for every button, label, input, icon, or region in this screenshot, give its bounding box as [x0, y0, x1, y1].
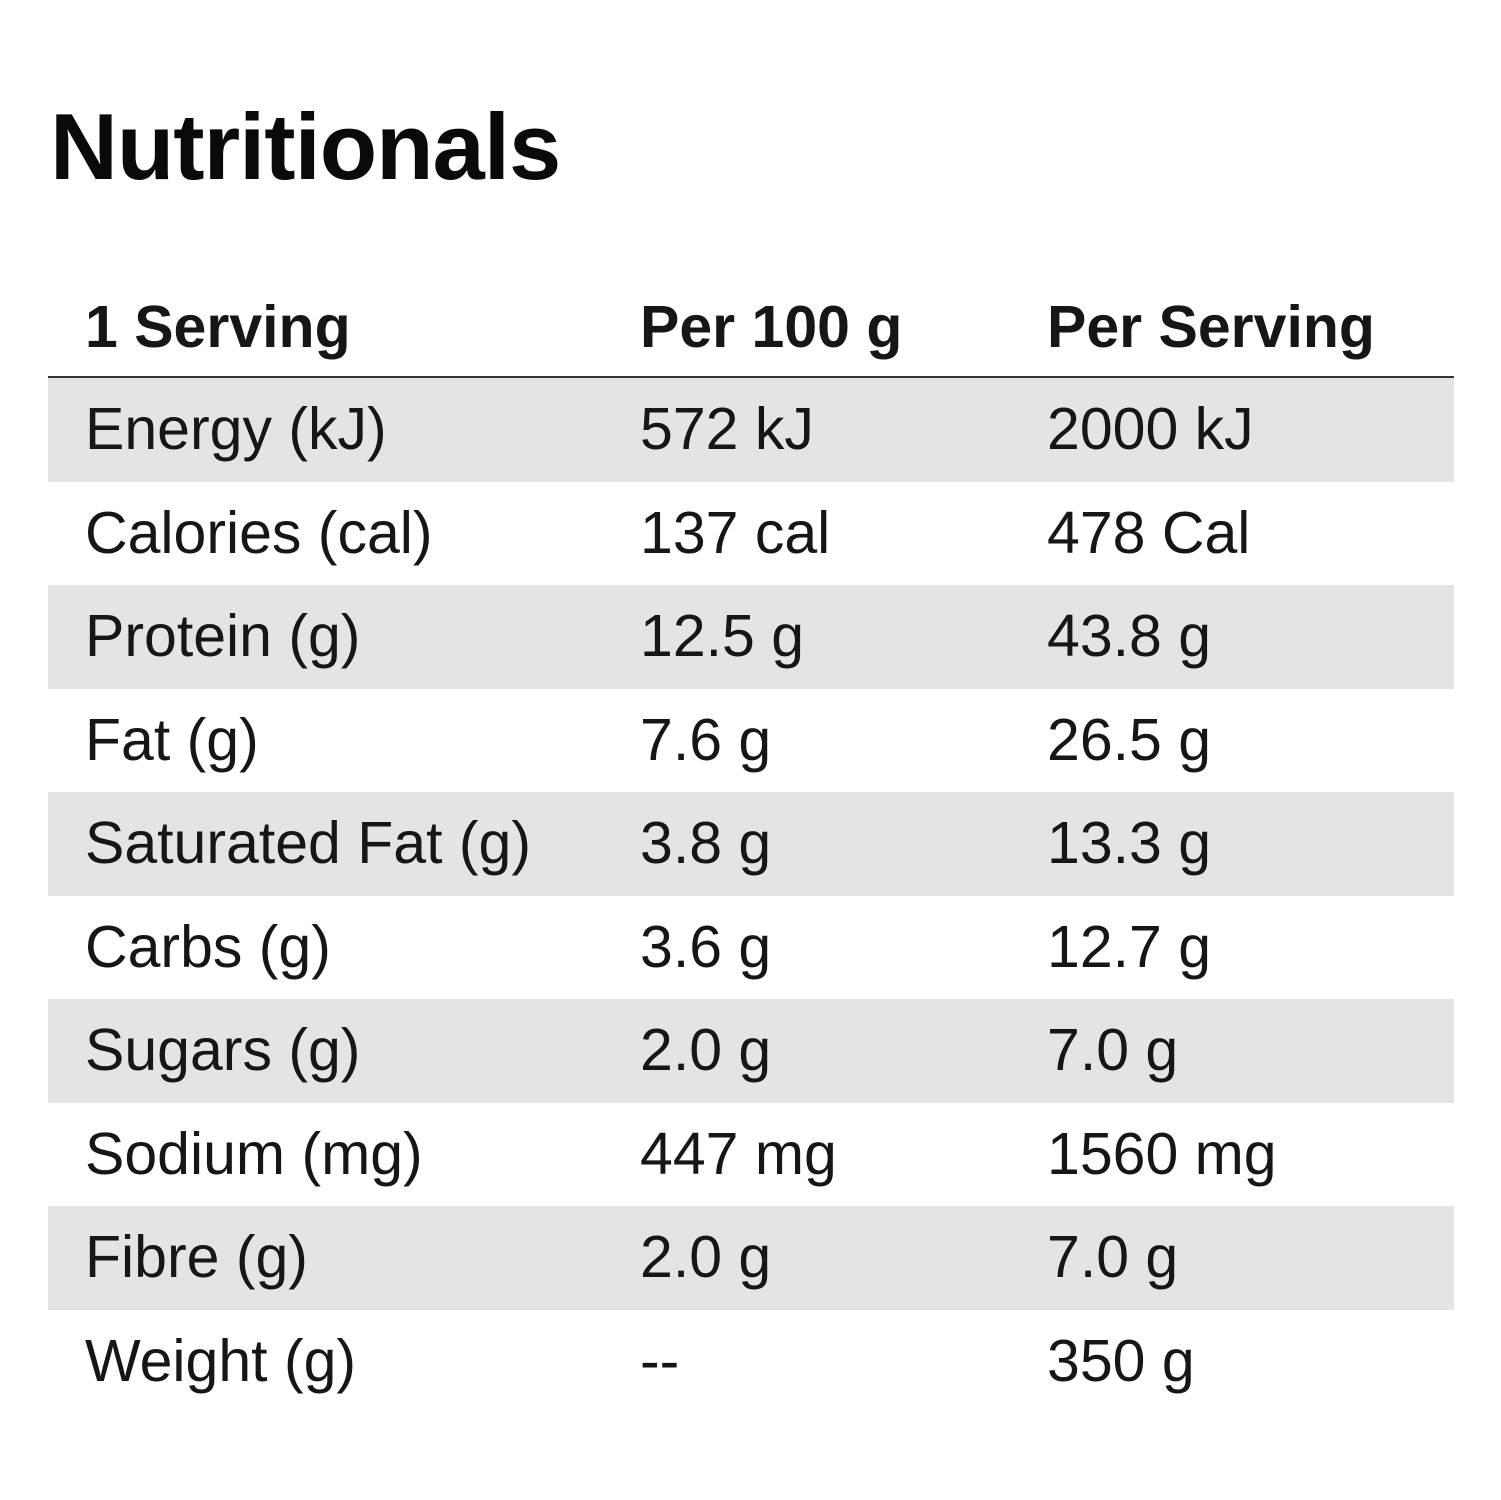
- per-serving-value: 43.8 g: [1047, 603, 1212, 670]
- per-serving-value: 478 Cal: [1047, 499, 1251, 566]
- nutrient-label: Sugars (g): [85, 1017, 361, 1084]
- table-header-row: 1 Serving Per 100 g Per Serving: [48, 278, 1454, 378]
- per-100g-value: 447 mg: [640, 1120, 837, 1187]
- table-row: Calories (cal) 137 cal 478 Cal: [48, 482, 1454, 586]
- per-serving-value: 1560 mg: [1047, 1120, 1277, 1187]
- table-row: Energy (kJ) 572 kJ 2000 kJ: [48, 378, 1454, 482]
- per-serving-value: 350 g: [1047, 1327, 1195, 1394]
- nutrient-label: Calories (cal): [85, 499, 433, 566]
- per-100g-value: 137 cal: [640, 499, 831, 566]
- nutrient-label: Protein (g): [85, 603, 361, 670]
- nutrient-label: Saturated Fat (g): [85, 810, 531, 877]
- nutrition-table: 1 Serving Per 100 g Per Serving Energy (…: [48, 278, 1454, 1413]
- table-row: Weight (g) -- 350 g: [48, 1310, 1454, 1414]
- per-100g-value: 7.6 g: [640, 706, 772, 773]
- per-serving-value: 26.5 g: [1047, 706, 1212, 773]
- table-row: Protein (g) 12.5 g 43.8 g: [48, 585, 1454, 689]
- nutrient-label: Weight (g): [85, 1327, 357, 1394]
- nutrient-label: Carbs (g): [85, 913, 331, 980]
- table-row: Fibre (g) 2.0 g 7.0 g: [48, 1206, 1454, 1310]
- table-row: Carbs (g) 3.6 g 12.7 g: [48, 896, 1454, 1000]
- nutrient-label: Fat (g): [85, 706, 259, 773]
- per-100g-value: 3.6 g: [640, 913, 772, 980]
- table-row: Saturated Fat (g) 3.8 g 13.3 g: [48, 792, 1454, 896]
- per-serving-value: 13.3 g: [1047, 810, 1212, 877]
- per-100g-value: 2.0 g: [640, 1224, 772, 1291]
- per-100g-value: 2.0 g: [640, 1017, 772, 1084]
- per-100g-value: 3.8 g: [640, 810, 772, 877]
- header-per-100g: Per 100 g: [640, 293, 903, 360]
- table-row: Sodium (mg) 447 mg 1560 mg: [48, 1103, 1454, 1207]
- header-per-serving: Per Serving: [1047, 293, 1375, 360]
- per-serving-value: 7.0 g: [1047, 1017, 1179, 1084]
- header-serving-size: 1 Serving: [85, 293, 351, 360]
- page-title: Nutritionals: [50, 94, 561, 199]
- per-serving-value: 2000 kJ: [1047, 396, 1254, 463]
- nutrient-label: Fibre (g): [85, 1224, 308, 1291]
- table-row: Fat (g) 7.6 g 26.5 g: [48, 689, 1454, 793]
- per-100g-value: 12.5 g: [640, 603, 805, 670]
- nutrient-label: Sodium (mg): [85, 1120, 423, 1187]
- nutrient-label: Energy (kJ): [85, 396, 387, 463]
- per-100g-value: 572 kJ: [640, 396, 814, 463]
- per-serving-value: 7.0 g: [1047, 1224, 1179, 1291]
- per-serving-value: 12.7 g: [1047, 913, 1212, 980]
- per-100g-value: --: [640, 1327, 680, 1394]
- table-row: Sugars (g) 2.0 g 7.0 g: [48, 999, 1454, 1103]
